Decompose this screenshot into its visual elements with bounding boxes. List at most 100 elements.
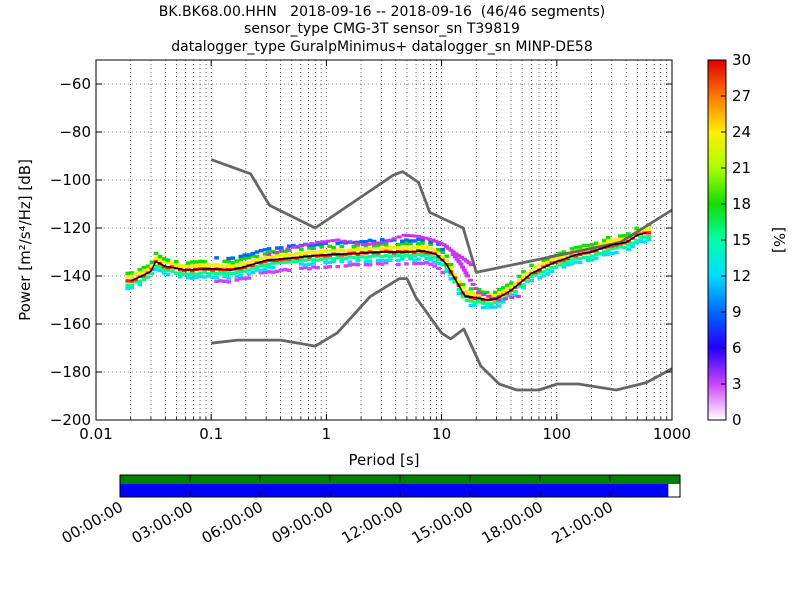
heatmap-cell bbox=[335, 248, 341, 252]
heatmap-cell bbox=[137, 268, 143, 272]
heatmap-cell bbox=[157, 265, 163, 269]
heatmap-cell bbox=[331, 259, 337, 264]
heatmap-cell bbox=[589, 242, 595, 247]
heatmap-excursion-cell bbox=[446, 246, 452, 250]
heatmap-cell bbox=[278, 260, 284, 265]
heatmap-cell bbox=[468, 287, 474, 291]
heatmap-cell bbox=[274, 246, 280, 250]
heatmap-cell bbox=[565, 263, 571, 267]
heatmap-cell bbox=[319, 242, 324, 246]
heatmap-cell bbox=[339, 240, 345, 244]
colorbar-tick-label: 21 bbox=[732, 159, 751, 177]
heatmap-cell bbox=[347, 260, 353, 264]
heatmap-cell bbox=[472, 292, 478, 297]
colorbar-tick-label: 9 bbox=[732, 303, 742, 321]
heatmap-cell bbox=[161, 260, 167, 264]
heatmap-cell bbox=[501, 300, 506, 304]
heatmap-excursion-cell bbox=[419, 235, 425, 239]
heatmap-cell bbox=[581, 255, 587, 260]
heatmap-cell bbox=[194, 272, 199, 276]
heatmap-cell bbox=[420, 253, 425, 258]
heatmap-cell bbox=[153, 264, 159, 268]
heatmap-cell bbox=[299, 252, 304, 256]
heatmap-cell bbox=[529, 263, 534, 268]
heatmap-cell bbox=[412, 254, 417, 258]
heatmap-excursion-cell bbox=[401, 233, 407, 237]
heatmap-cell bbox=[218, 279, 223, 283]
heatmap-cell bbox=[258, 263, 264, 268]
heatmap-excursion-cell bbox=[416, 234, 422, 238]
heatmap-cell bbox=[214, 256, 219, 260]
heatmap-cell bbox=[133, 277, 139, 282]
x-tick-label: 1 bbox=[322, 425, 332, 443]
heatmap-excursion-cell bbox=[272, 251, 278, 255]
heatmap-cell bbox=[400, 239, 405, 243]
heatmap-cell bbox=[149, 271, 155, 276]
heatmap-cell bbox=[416, 261, 421, 266]
heatmap-cell bbox=[573, 245, 579, 250]
heatmap-cell bbox=[614, 250, 619, 255]
heatmap-cell bbox=[484, 290, 490, 295]
heatmap-cell bbox=[509, 285, 514, 289]
heatmap-cell bbox=[606, 235, 611, 240]
heatmap-cell bbox=[396, 258, 401, 263]
heatmap-cell bbox=[202, 270, 207, 274]
heatmap-cell bbox=[553, 256, 559, 260]
heatmap-cell bbox=[383, 243, 389, 247]
heatmap-cell bbox=[190, 269, 195, 273]
heatmap-excursion-cell bbox=[426, 237, 432, 241]
heatmap-cell bbox=[597, 242, 603, 247]
heatmap-cell bbox=[173, 271, 179, 275]
heatmap-cell bbox=[351, 262, 357, 267]
heatmap-cell bbox=[537, 263, 543, 267]
heatmap-cell bbox=[206, 263, 211, 267]
heatmap-cell bbox=[424, 257, 429, 261]
heatmap-cell bbox=[436, 261, 442, 266]
heatmap-cell bbox=[416, 245, 421, 249]
heatmap-cell bbox=[250, 254, 256, 258]
heatmap-excursion-cell bbox=[465, 274, 471, 278]
heatmap-cell bbox=[307, 262, 312, 267]
heatmap-cell bbox=[165, 265, 171, 270]
heatmap-cell bbox=[428, 258, 433, 262]
heatmap-cell bbox=[448, 272, 454, 277]
heatmap-cell bbox=[198, 274, 203, 279]
heatmap-cell bbox=[226, 276, 232, 280]
colorbar-tick-label: 0 bbox=[732, 411, 742, 429]
heatmap-cell bbox=[246, 253, 252, 257]
heatmap-excursion-cell bbox=[515, 294, 521, 298]
heatmap-cell bbox=[472, 296, 478, 301]
heatmap-cell bbox=[601, 253, 607, 257]
heatmap-cell bbox=[226, 259, 232, 264]
heatmap-cell bbox=[424, 250, 429, 255]
heatmap-excursion-cell bbox=[454, 257, 460, 261]
heatmap-cell bbox=[129, 286, 135, 290]
heatmap-excursion-cell bbox=[502, 297, 508, 301]
heatmap-cell bbox=[165, 268, 171, 273]
heatmap-cell bbox=[634, 238, 639, 243]
heatmap-cell bbox=[274, 261, 280, 265]
heatmap-cell bbox=[222, 279, 227, 283]
heatmap-cell bbox=[432, 255, 437, 259]
heatmap-cell bbox=[153, 267, 159, 272]
heatmap-cell bbox=[319, 249, 324, 254]
heatmap-cell bbox=[323, 254, 328, 258]
heatmap-cell bbox=[428, 255, 433, 259]
heatmap-cell bbox=[363, 239, 369, 244]
heatmap-cell bbox=[614, 246, 619, 250]
heatmap-cell bbox=[492, 300, 498, 305]
heatmap-cell bbox=[311, 265, 316, 269]
heatmap-excursion-cell bbox=[278, 249, 284, 253]
heatmap-cell bbox=[194, 260, 199, 264]
heatmap-cell bbox=[509, 292, 514, 297]
heatmap-cell bbox=[278, 246, 284, 250]
heatmap-cell bbox=[444, 266, 450, 271]
heatmap-cell bbox=[226, 272, 232, 276]
heatmap-cell bbox=[646, 227, 652, 231]
heatmap-cell bbox=[242, 256, 248, 260]
heatmap-cell bbox=[194, 263, 199, 267]
heatmap-cell bbox=[420, 238, 425, 242]
heatmap-cell bbox=[541, 258, 547, 262]
heatmap-excursion-cell bbox=[491, 296, 497, 300]
y-tick-label: −100 bbox=[50, 171, 91, 189]
